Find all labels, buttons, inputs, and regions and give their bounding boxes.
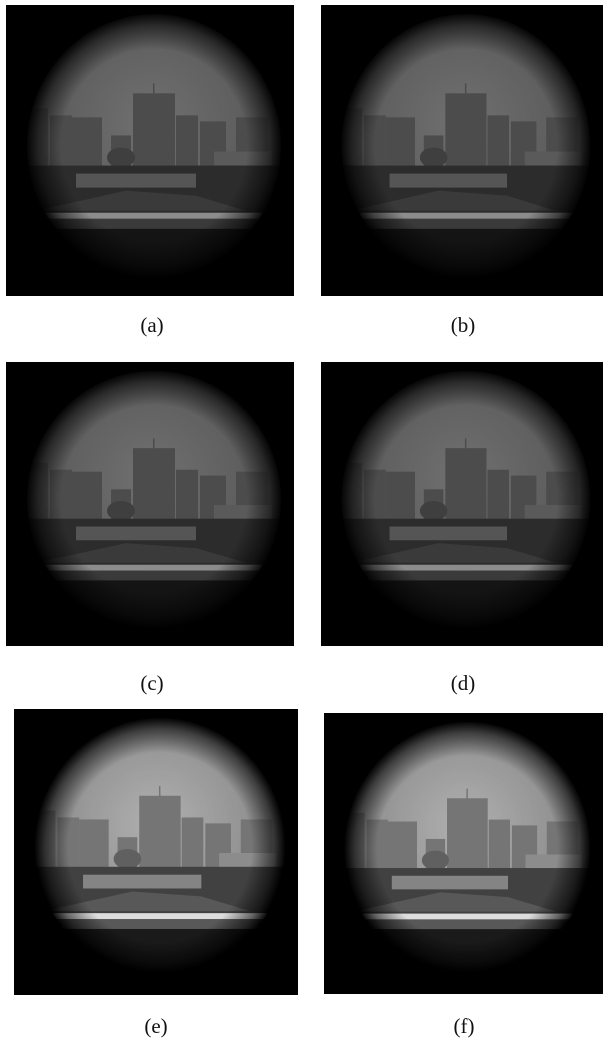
caption: (a) bbox=[112, 313, 192, 337]
caption: (f) bbox=[424, 1014, 504, 1038]
caption: (d) bbox=[423, 671, 503, 695]
figure: (a) (b) (c) (d) (e) (f) bbox=[0, 0, 607, 1042]
image-d bbox=[321, 362, 603, 646]
image-b bbox=[321, 5, 603, 296]
image-a bbox=[6, 5, 294, 296]
caption: (b) bbox=[423, 313, 503, 337]
image-f bbox=[324, 713, 603, 994]
image-c bbox=[6, 362, 294, 646]
image-e bbox=[14, 709, 298, 995]
caption: (c) bbox=[112, 671, 192, 695]
caption: (e) bbox=[116, 1014, 196, 1038]
